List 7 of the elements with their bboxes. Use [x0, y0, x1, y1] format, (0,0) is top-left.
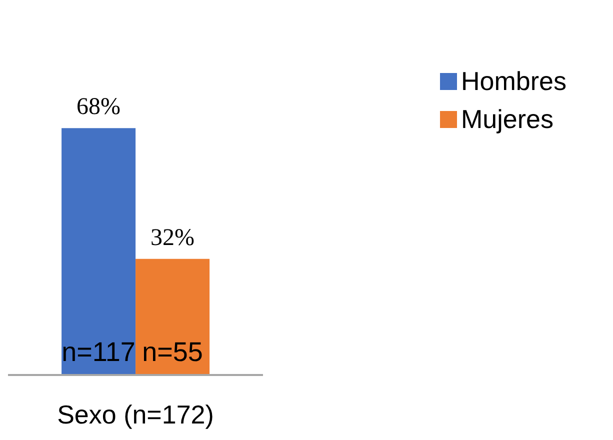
data-label: 68% — [76, 94, 121, 120]
legend-label: Hombres — [460, 64, 568, 98]
data-label: 32% — [150, 224, 195, 251]
annotation: n=117 — [62, 337, 136, 367]
x-tick-label: Sexo (n=172) — [57, 399, 214, 430]
legend-label: Mujeres — [460, 102, 554, 136]
annotation: n=55 — [142, 337, 203, 367]
